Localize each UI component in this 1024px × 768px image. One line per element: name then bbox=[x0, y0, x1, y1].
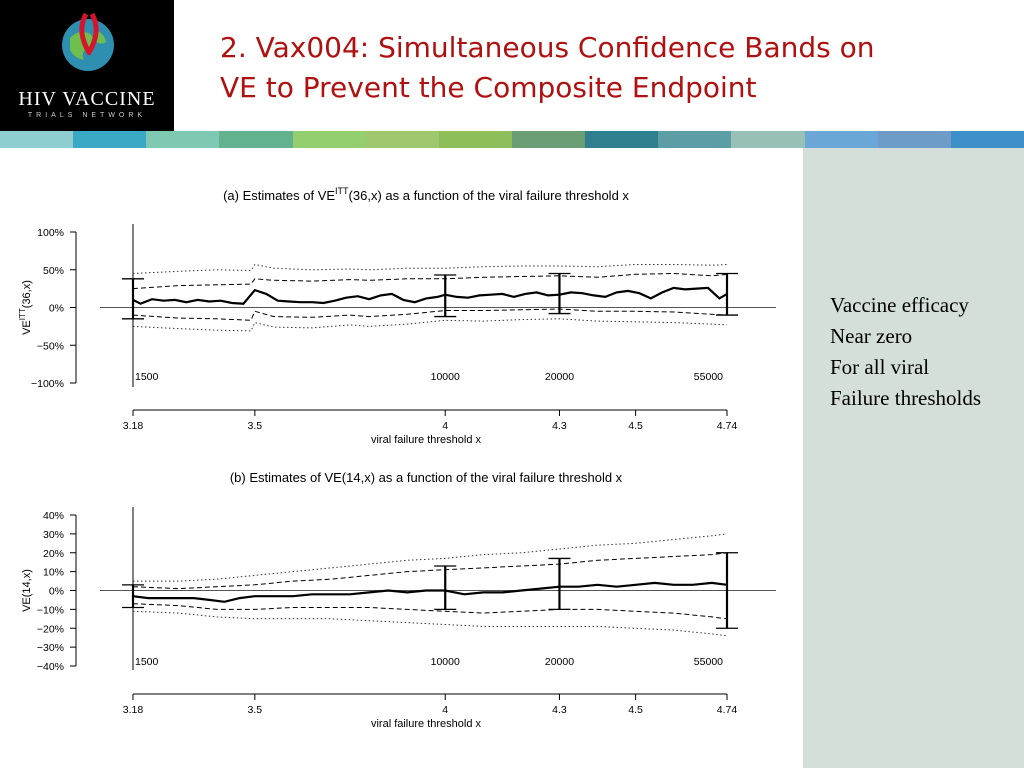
y-tick-label: 100% bbox=[37, 227, 64, 239]
threshold-count-label: 10000 bbox=[431, 656, 460, 668]
side-line: Near zero bbox=[830, 324, 913, 348]
series-solid-line bbox=[132, 581, 728, 603]
chart-a: (a) Estimates of VEITT(36,x) as a functi… bbox=[18, 186, 776, 446]
stripe-segment bbox=[658, 131, 732, 148]
chart-title: (b) Estimates of VE(14,x) as a function … bbox=[230, 470, 623, 485]
threshold-count-label: 20000 bbox=[545, 371, 574, 383]
y-tick-label: −10% bbox=[37, 604, 64, 616]
threshold-count-label: 55000 bbox=[694, 371, 723, 383]
x-tick-label: 4.74 bbox=[717, 420, 738, 432]
x-tick-label: 3.18 bbox=[123, 704, 144, 716]
x-tick-label: 4.74 bbox=[717, 704, 738, 716]
stripe-segment bbox=[877, 131, 951, 148]
stripe-segment bbox=[365, 131, 439, 148]
x-axis-label: viral failure threshold x bbox=[371, 434, 482, 446]
stripe-segment bbox=[585, 131, 659, 148]
side-line: Vaccine efficacy bbox=[830, 293, 969, 317]
stripe-segment bbox=[219, 131, 293, 148]
stripe-segment bbox=[438, 131, 512, 148]
slide-title-line-2: VE to Prevent the Composite Endpoint bbox=[220, 71, 757, 104]
color-stripe bbox=[0, 131, 1024, 148]
x-tick-label: 3.5 bbox=[248, 420, 263, 432]
side-line: Failure thresholds bbox=[830, 386, 982, 410]
logo-text: HIV VACCINE bbox=[18, 88, 156, 110]
x-tick-label: 4 bbox=[442, 704, 448, 716]
chart-title: (a) Estimates of VEITT(36,x) as a functi… bbox=[223, 186, 629, 203]
series-dotted-line bbox=[132, 263, 728, 274]
series-dashed-line bbox=[132, 308, 728, 321]
side-panel: Vaccine efficacy Near zero For all viral… bbox=[803, 148, 1024, 768]
chart-b: (b) Estimates of VE(14,x) as a function … bbox=[21, 470, 776, 730]
stripe-segment bbox=[950, 131, 1024, 148]
stripe-segment bbox=[0, 131, 74, 148]
y-tick-label: −100% bbox=[31, 378, 64, 390]
stripe-segment bbox=[804, 131, 878, 148]
side-line: For all viral bbox=[830, 355, 930, 379]
series-dashed-line bbox=[132, 552, 728, 590]
charts-area: (a) Estimates of VEITT(36,x) as a functi… bbox=[18, 186, 776, 730]
stripe-segment bbox=[73, 131, 147, 148]
stripe-segment bbox=[731, 131, 805, 148]
stripe-segment bbox=[292, 131, 366, 148]
x-tick-label: 4.3 bbox=[552, 704, 567, 716]
y-tick-label: −20% bbox=[37, 623, 64, 635]
x-tick-label: 4 bbox=[442, 420, 448, 432]
threshold-count-label: 10000 bbox=[431, 371, 460, 383]
y-tick-label: 30% bbox=[43, 529, 64, 541]
x-tick-label: 4.5 bbox=[628, 420, 643, 432]
x-tick-label: 4.3 bbox=[552, 420, 567, 432]
y-tick-label: −50% bbox=[37, 340, 64, 352]
y-tick-label: −40% bbox=[37, 661, 64, 673]
series-dashed-line bbox=[132, 603, 728, 620]
x-tick-label: 3.5 bbox=[248, 704, 263, 716]
threshold-count-label: 55000 bbox=[694, 656, 723, 668]
y-axis-label: VE(14,x) bbox=[21, 569, 33, 612]
slide-title-line-1: 2. Vax004: Simultaneous Confidence Bands… bbox=[220, 31, 875, 64]
series-solid-line bbox=[132, 286, 728, 305]
y-tick-label: 10% bbox=[43, 567, 64, 579]
y-tick-label: 20% bbox=[43, 548, 64, 560]
slide-title: 2. Vax004: Simultaneous Confidence Bands… bbox=[220, 28, 980, 108]
x-tick-label: 4.5 bbox=[628, 704, 643, 716]
side-panel-text: Vaccine efficacy Near zero For all viral… bbox=[830, 290, 981, 414]
series-dotted-line bbox=[133, 533, 728, 582]
series-dotted-line bbox=[132, 610, 728, 637]
x-axis-label: viral failure threshold x bbox=[371, 718, 482, 730]
stripe-segment bbox=[146, 131, 220, 148]
y-tick-label: 40% bbox=[43, 510, 64, 522]
y-axis-label: VEITT(36,x) bbox=[18, 280, 33, 335]
y-tick-label: 0% bbox=[49, 586, 64, 598]
y-tick-label: −30% bbox=[37, 642, 64, 654]
y-tick-label: 50% bbox=[43, 265, 64, 277]
stripe-segment bbox=[511, 131, 586, 148]
series-dashed-line bbox=[132, 272, 728, 290]
threshold-count-label: 20000 bbox=[545, 656, 574, 668]
y-tick-label: 0% bbox=[49, 303, 64, 315]
x-tick-label: 3.18 bbox=[123, 420, 144, 432]
threshold-count-label: 1500 bbox=[135, 371, 159, 383]
series-dotted-line bbox=[132, 318, 728, 332]
logo-subtext: TRIALS NETWORK bbox=[27, 112, 147, 119]
globe-ribbon-icon bbox=[62, 12, 114, 71]
hvtn-logo: HIV VACCINE TRIALS NETWORK bbox=[0, 0, 174, 131]
threshold-count-label: 1500 bbox=[135, 656, 159, 668]
